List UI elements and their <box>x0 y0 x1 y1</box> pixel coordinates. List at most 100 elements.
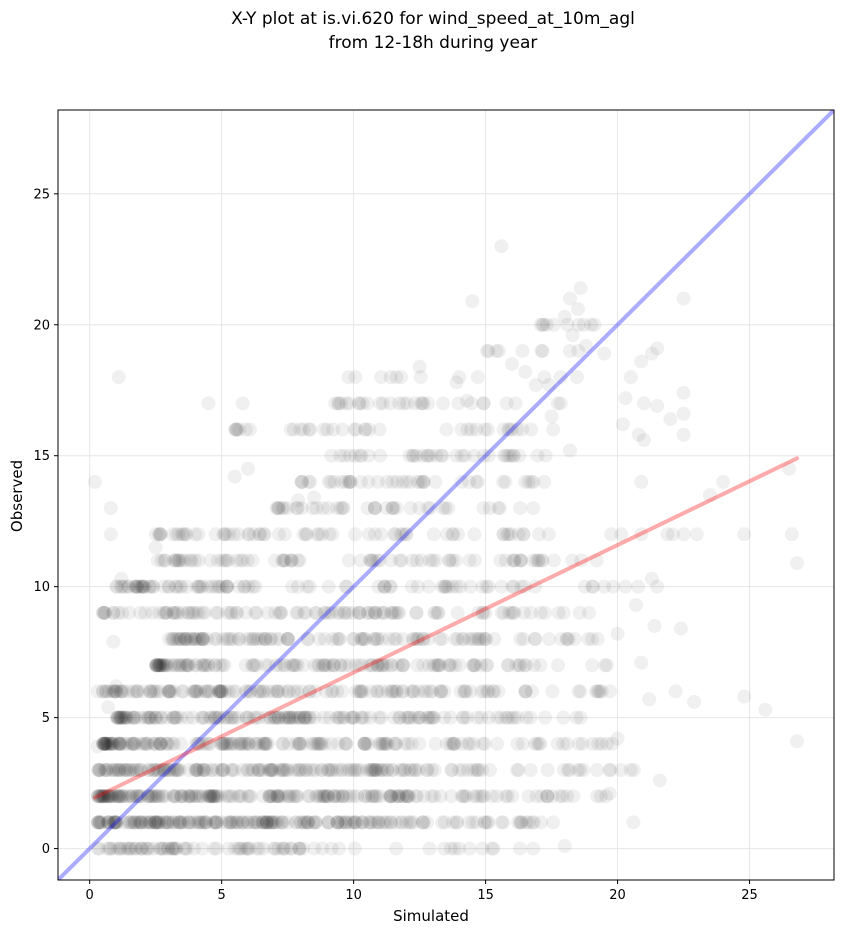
data-point <box>475 763 490 777</box>
data-point <box>321 658 336 673</box>
data-point <box>231 632 246 647</box>
data-point <box>361 474 376 489</box>
data-point <box>437 579 452 594</box>
data-point <box>231 815 246 830</box>
data-point <box>149 658 164 673</box>
data-point <box>513 553 528 568</box>
data-point <box>302 684 317 699</box>
data-point <box>167 605 182 620</box>
data-point <box>390 605 405 620</box>
data-point <box>479 632 494 647</box>
data-point <box>516 632 531 647</box>
data-point <box>498 448 513 463</box>
data-point <box>393 763 408 777</box>
data-point <box>118 789 133 804</box>
data-point <box>207 658 222 673</box>
data-point <box>355 658 370 673</box>
data-point <box>368 605 383 620</box>
data-point <box>131 763 146 777</box>
data-point <box>296 658 311 673</box>
data-point <box>462 632 477 647</box>
data-point <box>162 684 177 699</box>
data-point <box>123 763 138 777</box>
data-point <box>134 763 149 777</box>
data-point <box>449 448 464 463</box>
data-point <box>296 422 311 437</box>
data-point <box>237 579 252 594</box>
data-point <box>336 710 351 725</box>
data-point <box>439 527 454 542</box>
data-point <box>416 684 431 699</box>
data-point <box>354 815 369 830</box>
data-point <box>271 710 286 725</box>
data-point <box>241 815 256 830</box>
data-point <box>322 710 337 725</box>
data-point <box>477 422 492 437</box>
data-point <box>385 605 400 620</box>
data-point <box>465 763 480 777</box>
data-point <box>90 739 105 754</box>
data-point <box>602 786 617 801</box>
data-point <box>187 789 202 804</box>
data-point <box>278 841 293 856</box>
data-point <box>365 658 380 673</box>
data-point <box>386 605 401 620</box>
data-point <box>165 527 180 542</box>
data-point <box>553 396 568 411</box>
data-point <box>514 579 529 594</box>
data-point <box>391 789 406 804</box>
data-point <box>460 393 475 408</box>
data-point <box>187 815 202 830</box>
data-point <box>758 702 773 717</box>
data-point <box>268 841 283 856</box>
data-point <box>302 422 317 437</box>
data-point <box>634 354 649 369</box>
data-point <box>198 658 213 673</box>
data-point <box>354 684 369 699</box>
data-point <box>188 605 203 620</box>
data-point <box>208 658 223 673</box>
data-point <box>129 789 144 804</box>
data-point <box>181 658 196 673</box>
data-point <box>153 841 168 856</box>
data-point <box>153 736 168 751</box>
data-point <box>219 579 234 594</box>
data-point <box>444 789 459 804</box>
data-point <box>177 632 192 647</box>
data-point <box>222 815 237 830</box>
data-point <box>589 553 604 568</box>
data-point <box>246 527 261 542</box>
data-point <box>256 736 271 751</box>
data-point <box>331 736 346 751</box>
data-point <box>226 632 241 647</box>
data-point <box>501 527 516 542</box>
data-point <box>542 632 557 647</box>
data-point <box>397 736 412 751</box>
data-point <box>270 789 285 804</box>
data-point <box>534 789 549 804</box>
data-point <box>367 632 382 647</box>
data-point <box>242 841 257 856</box>
data-point <box>228 736 243 751</box>
chart-title-line-2: from 12-18h during year <box>329 33 538 53</box>
data-point <box>112 736 127 751</box>
data-point <box>155 658 170 673</box>
data-point <box>188 553 203 568</box>
data-point <box>318 658 333 673</box>
data-point <box>149 763 164 777</box>
data-point <box>176 527 191 542</box>
data-point <box>673 621 688 636</box>
data-point <box>161 684 176 699</box>
data-point <box>313 736 328 751</box>
data-point <box>460 422 475 437</box>
data-point <box>284 553 299 568</box>
data-point <box>98 736 113 751</box>
data-point <box>190 815 205 830</box>
data-point <box>562 343 577 358</box>
data-point <box>339 815 354 830</box>
data-point <box>496 448 511 463</box>
data-point <box>447 841 462 856</box>
data-point <box>153 658 168 673</box>
data-point <box>532 736 547 751</box>
data-point <box>280 632 295 647</box>
